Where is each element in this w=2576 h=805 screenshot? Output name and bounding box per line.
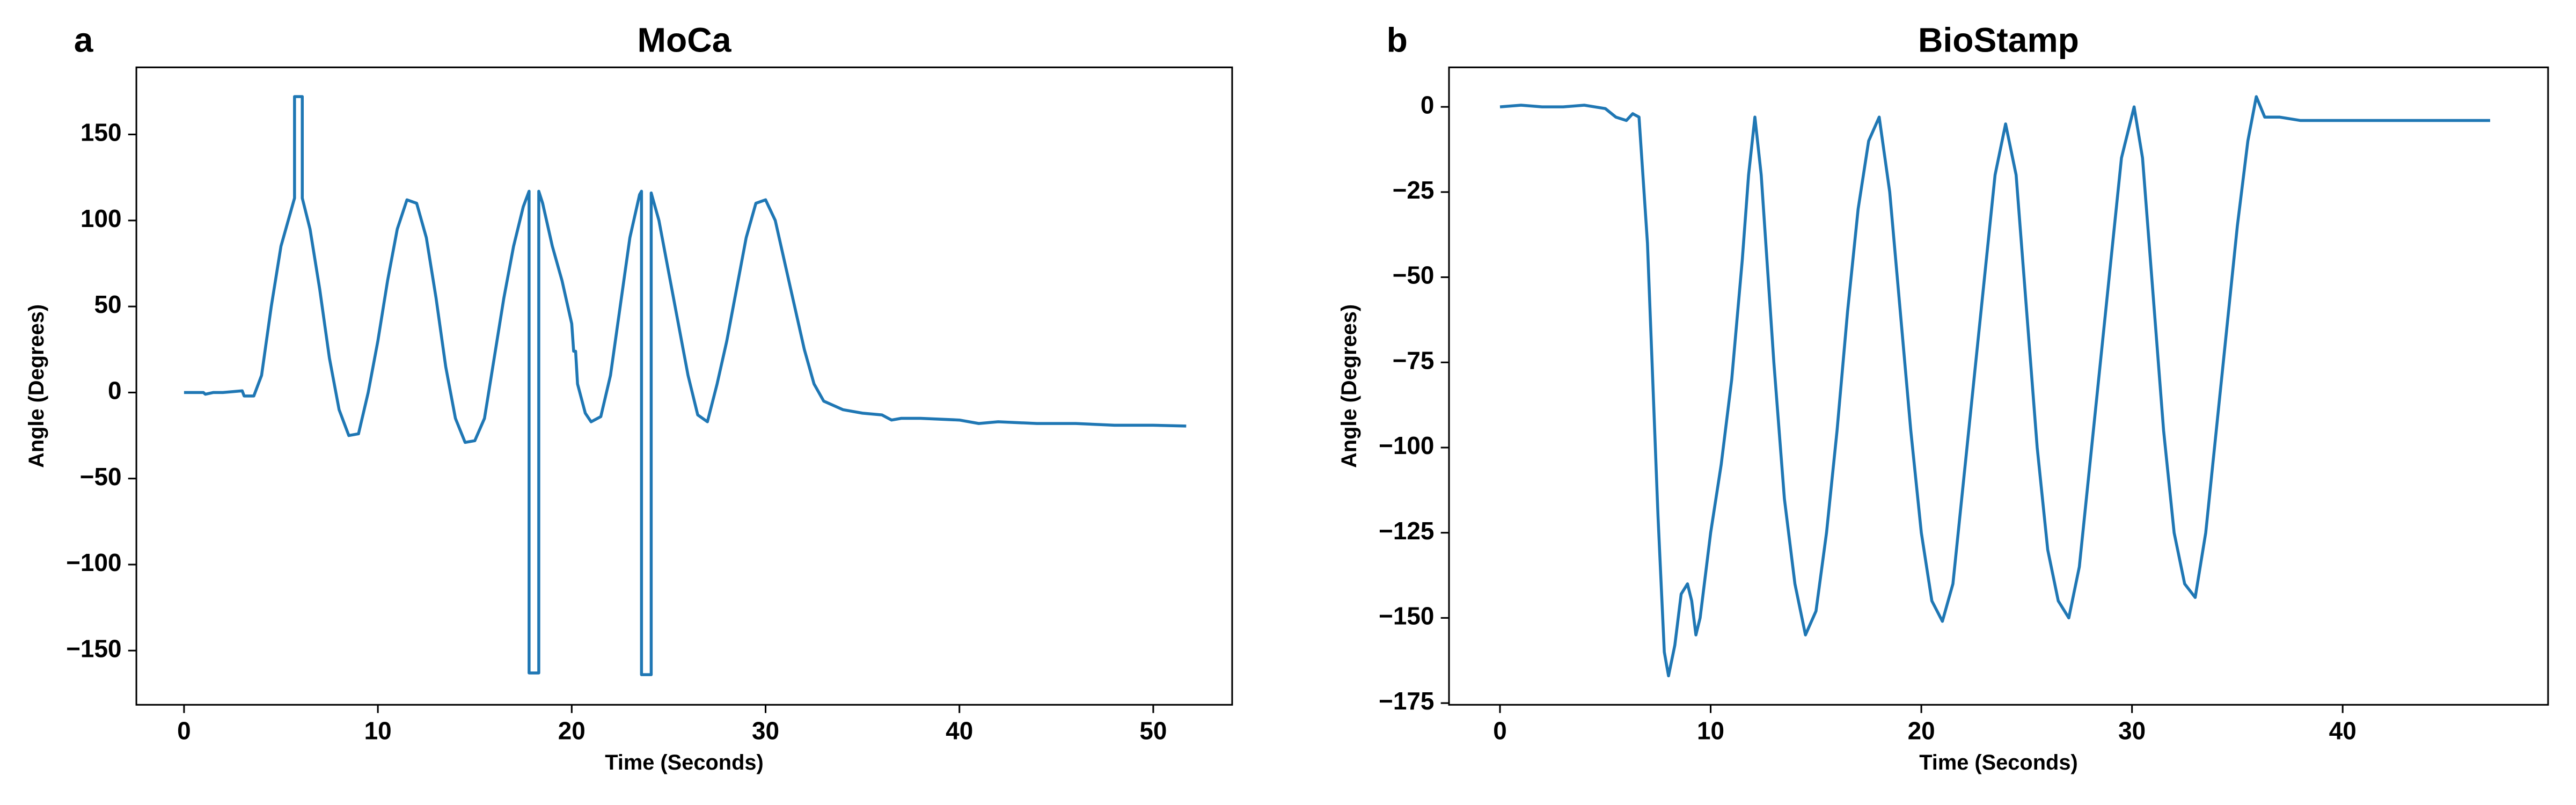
x-tick-label: 30: [752, 716, 779, 744]
x-tick-label: 50: [1139, 716, 1167, 744]
y-tick-label: 0: [108, 377, 122, 405]
x-tick-label: 20: [558, 716, 586, 744]
y-tick-label: −150: [66, 634, 121, 662]
x-tick-label: 10: [364, 716, 392, 744]
data-line: [1499, 95, 2491, 678]
x-axis-label: Time (Seconds): [605, 751, 764, 774]
y-tick-label: −100: [1379, 431, 1434, 459]
x-axis-label: Time (Seconds): [1919, 751, 2078, 774]
chart-title: BioStamp: [1918, 21, 2079, 60]
x-tick-label: 40: [946, 716, 973, 744]
y-tick-label: −150: [1379, 602, 1434, 630]
panel-label: a: [74, 21, 94, 60]
x-tick-label: 20: [1908, 716, 1935, 744]
y-tick-label: −125: [1379, 517, 1434, 545]
y-tick-label: −50: [1393, 261, 1435, 289]
y-tick-label: −75: [1393, 346, 1435, 374]
x-tick-label: 0: [1493, 716, 1507, 744]
data-line: [184, 95, 1187, 676]
y-tick-label: −25: [1393, 176, 1435, 204]
panel-label: b: [1387, 21, 1408, 60]
y-tick-label: −100: [66, 548, 121, 576]
chart-title: MoCa: [638, 21, 732, 60]
y-tick-label: 50: [94, 290, 121, 318]
axes-frame: [1448, 66, 2549, 706]
x-tick-label: 0: [177, 716, 191, 744]
y-tick-label: 150: [80, 119, 122, 147]
x-tick-label: 30: [2118, 716, 2146, 744]
y-tick-label: 100: [80, 204, 122, 232]
y-tick-label: 0: [1421, 91, 1435, 119]
y-axis-label: Angle (Degrees): [1337, 304, 1361, 468]
y-axis-label: Angle (Degrees): [25, 304, 48, 468]
axes-frame: [135, 66, 1233, 706]
x-tick-label: 40: [2329, 716, 2357, 744]
x-tick-label: 10: [1697, 716, 1724, 744]
y-tick-label: −175: [1379, 687, 1434, 715]
y-tick-label: −50: [80, 463, 122, 491]
